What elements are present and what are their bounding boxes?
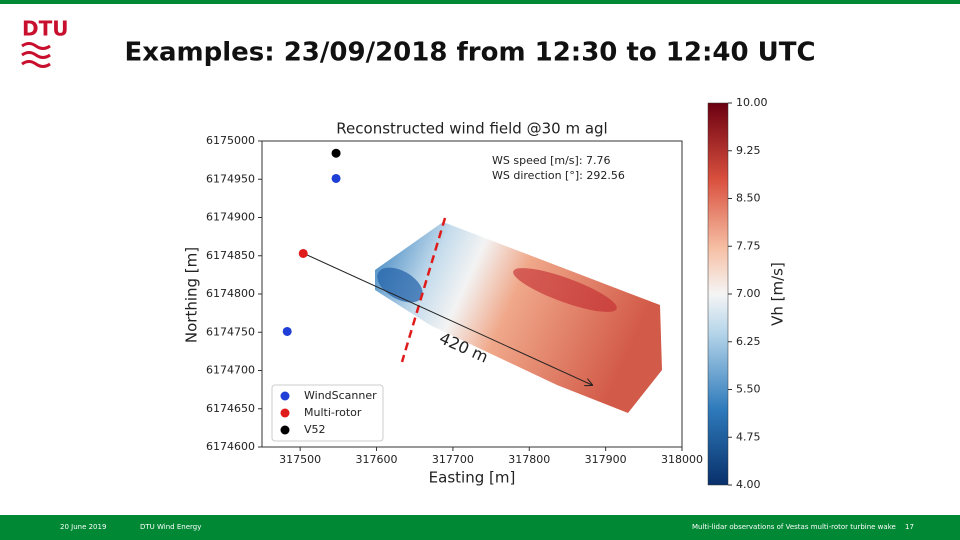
x-tick-label: 317600	[356, 453, 398, 466]
y-tick-label: 6174650	[206, 402, 255, 415]
legend-swatch	[280, 391, 290, 401]
footer-date: 20 June 2019	[60, 523, 106, 531]
footer-bar	[0, 515, 960, 540]
footer-page: 17	[905, 523, 914, 531]
y-tick-label: 6174850	[206, 249, 255, 262]
colorbar-tick-label: 8.50	[736, 192, 761, 205]
chart-title: Reconstructed wind field @30 m agl	[336, 120, 607, 138]
y-tick-label: 6175000	[206, 134, 255, 147]
point	[282, 326, 292, 336]
x-tick-label: 317500	[279, 453, 321, 466]
ws-speed: WS speed [m/s]: 7.76	[492, 154, 611, 167]
wind-field-low	[377, 267, 423, 303]
top-bar	[0, 0, 960, 4]
y-tick-label: 6174950	[206, 172, 255, 185]
legend-label: WindScanner	[304, 389, 377, 402]
y-tick-label: 6174700	[206, 364, 255, 377]
legend-swatch	[280, 425, 290, 435]
legend-label: Multi-rotor	[304, 406, 362, 419]
colorbar-label: Vh [m/s]	[769, 262, 787, 326]
y-tick-label: 6174800	[206, 287, 255, 300]
colorbar-tick-label: 10.00	[736, 96, 768, 109]
footer-dept: DTU Wind Energy	[140, 523, 201, 531]
legend	[271, 384, 384, 442]
colorbar-tick-label: 7.00	[736, 287, 761, 300]
y-axis-label: Northing [m]	[183, 247, 201, 343]
y-tick-label: 6174750	[206, 325, 255, 338]
x-tick-label: 317900	[585, 453, 627, 466]
legend-swatch	[280, 408, 290, 418]
x-axis-label: Easting [m]	[429, 469, 516, 487]
x-tick-label: 317700	[432, 453, 474, 466]
footer-topic: Multi-lidar observations of Vestas multi…	[692, 523, 896, 531]
wind-field	[375, 222, 662, 413]
colorbar-tick-label: 4.00	[736, 478, 761, 491]
point	[331, 173, 341, 183]
logo: DTU	[22, 17, 68, 41]
point	[331, 148, 341, 158]
colorbar-tick-label: 6.25	[736, 335, 761, 348]
y-tick-label: 6174600	[206, 440, 255, 453]
colorbar-tick-label: 7.75	[736, 239, 761, 252]
ws-direction: WS direction [°]: 292.56	[492, 169, 625, 182]
wind-field-high	[513, 268, 617, 312]
colorbar	[707, 102, 729, 486]
x-tick-label: 317800	[508, 453, 550, 466]
point	[298, 248, 308, 258]
colorbar-tick-label: 5.50	[736, 383, 761, 396]
logo-waves	[21, 42, 51, 68]
slide-title: Examples: 23/09/2018 from 12:30 to 12:40…	[124, 38, 815, 68]
colorbar-tick-label: 9.25	[736, 144, 761, 157]
distance-arrow	[304, 253, 592, 385]
x-tick-label: 318000	[661, 453, 703, 466]
colorbar-tick-label: 4.75	[736, 430, 761, 443]
legend-label: V52	[304, 423, 326, 436]
y-tick-label: 6174900	[206, 211, 255, 224]
